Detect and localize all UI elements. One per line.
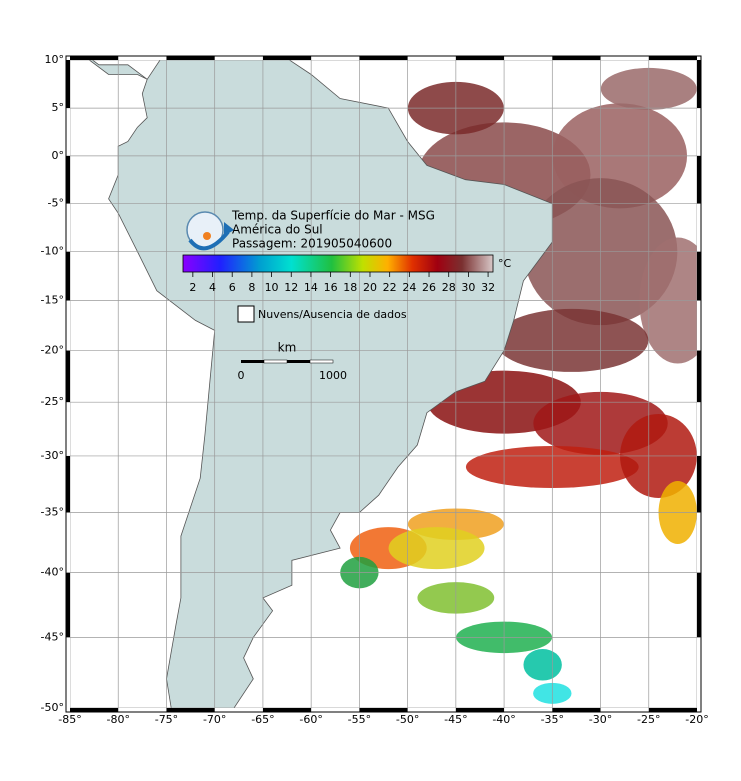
sst-field (340, 67, 697, 704)
scale-unit: km (278, 341, 297, 355)
x-tick-label: -35° (541, 713, 564, 726)
x-tick-label: -70° (203, 713, 226, 726)
sst-patch (523, 649, 562, 681)
map-title: Temp. da Superfície do Mar - MSG (231, 209, 435, 223)
x-tick-label: -60° (299, 713, 322, 726)
frame-segment (648, 708, 697, 712)
graticule (70, 60, 697, 708)
frame-segment (66, 251, 70, 301)
x-tick-label: -20° (685, 713, 708, 726)
y-tick-label: 10° (45, 53, 65, 66)
y-tick-label: -50° (41, 701, 64, 714)
colorbar-tick-label: 20 (363, 281, 377, 294)
colorbar-tick-label: 28 (442, 281, 456, 294)
frame-segment (697, 572, 701, 638)
frame-segment (697, 60, 701, 109)
frame-segment (697, 455, 701, 513)
colorbar-tick-label: 6 (229, 281, 236, 294)
map-region: América do Sul (232, 223, 323, 237)
frame-segment (697, 251, 701, 301)
colorbar-tick-label: 4 (209, 281, 216, 294)
y-tick-label: 0° (52, 149, 65, 162)
colorbar-tick-label: 26 (422, 281, 436, 294)
x-tick-label: -30° (589, 713, 612, 726)
frame-segment (648, 56, 697, 60)
frame-segment (166, 708, 215, 712)
colorbar-tick-label: 14 (304, 281, 318, 294)
x-tick-label: -85° (58, 713, 81, 726)
sst-patch (494, 308, 649, 372)
frame-segment (552, 708, 601, 712)
frame-segment (455, 708, 505, 712)
x-tick-label: -55° (348, 713, 371, 726)
frame-segment (70, 708, 119, 712)
legend-swatch (237, 305, 255, 323)
y-tick-label: -45° (41, 630, 64, 643)
map-frame (65, 55, 702, 713)
x-tick-label: -40° (492, 713, 515, 726)
y-tick-label: -20° (41, 344, 64, 357)
frame-segment (262, 708, 312, 712)
y-tick-label: -25° (41, 395, 64, 408)
y-tick-label: -15° (41, 294, 64, 307)
colorbar-tick-label: 10 (265, 281, 279, 294)
colorbar (182, 254, 494, 273)
colorbar-tick-label: 12 (284, 281, 298, 294)
frame-segment (359, 56, 408, 60)
frame-segment (66, 572, 70, 638)
x-tick-label: -65° (251, 713, 274, 726)
map-pass: Passagem: 201905040600 (232, 237, 392, 251)
y-tick-label: 5° (52, 101, 65, 114)
x-tick-label: -75° (155, 713, 178, 726)
colorbar-unit: °C (498, 257, 512, 270)
x-tick-label: -50° (396, 713, 419, 726)
colorbar-tick-label: 32 (481, 281, 495, 294)
sst-patch (388, 527, 485, 570)
frame-segment (66, 60, 70, 109)
frame-segment (262, 56, 312, 60)
colorbar-ticks: 2 4 6 8 10 12 14 16 18 20 22 24 26 28 30 32 (189, 272, 495, 294)
colorbar-tick-label: 22 (383, 281, 397, 294)
frame-segment (552, 56, 601, 60)
frame-segment (697, 155, 701, 204)
colorbar-tick-label: 2 (189, 281, 196, 294)
frame-segment (66, 350, 70, 403)
y-tick-label: -35° (41, 505, 64, 518)
x-tick-label: -45° (444, 713, 467, 726)
y-tick-label: -10° (41, 245, 64, 258)
colorbar-tick-label: 8 (248, 281, 255, 294)
frame-segment (359, 708, 408, 712)
logo (186, 211, 234, 251)
y-tick-label: -40° (41, 566, 64, 579)
frame-segment (66, 155, 70, 204)
frame-segment (166, 56, 215, 60)
scale-end: 1000 (319, 369, 347, 382)
y-tick-label: -30° (41, 449, 64, 462)
frame-segment (697, 350, 701, 403)
scale-bar (241, 359, 334, 364)
x-tick-label: -80° (106, 713, 129, 726)
colorbar-tick-label: 16 (324, 281, 338, 294)
frame-segment (70, 56, 119, 60)
frame-segment (66, 455, 70, 513)
colorbar-tick-label: 24 (402, 281, 416, 294)
colorbar-tick-label: 30 (461, 281, 475, 294)
y-tick-label: -5° (48, 197, 64, 210)
colorbar-tick-label: 18 (343, 281, 357, 294)
scale-start: 0 (238, 369, 245, 382)
x-tick-label: -25° (637, 713, 660, 726)
frame-segment (455, 56, 505, 60)
legend-label: Nuvens/Ausencia de dados (258, 308, 407, 321)
